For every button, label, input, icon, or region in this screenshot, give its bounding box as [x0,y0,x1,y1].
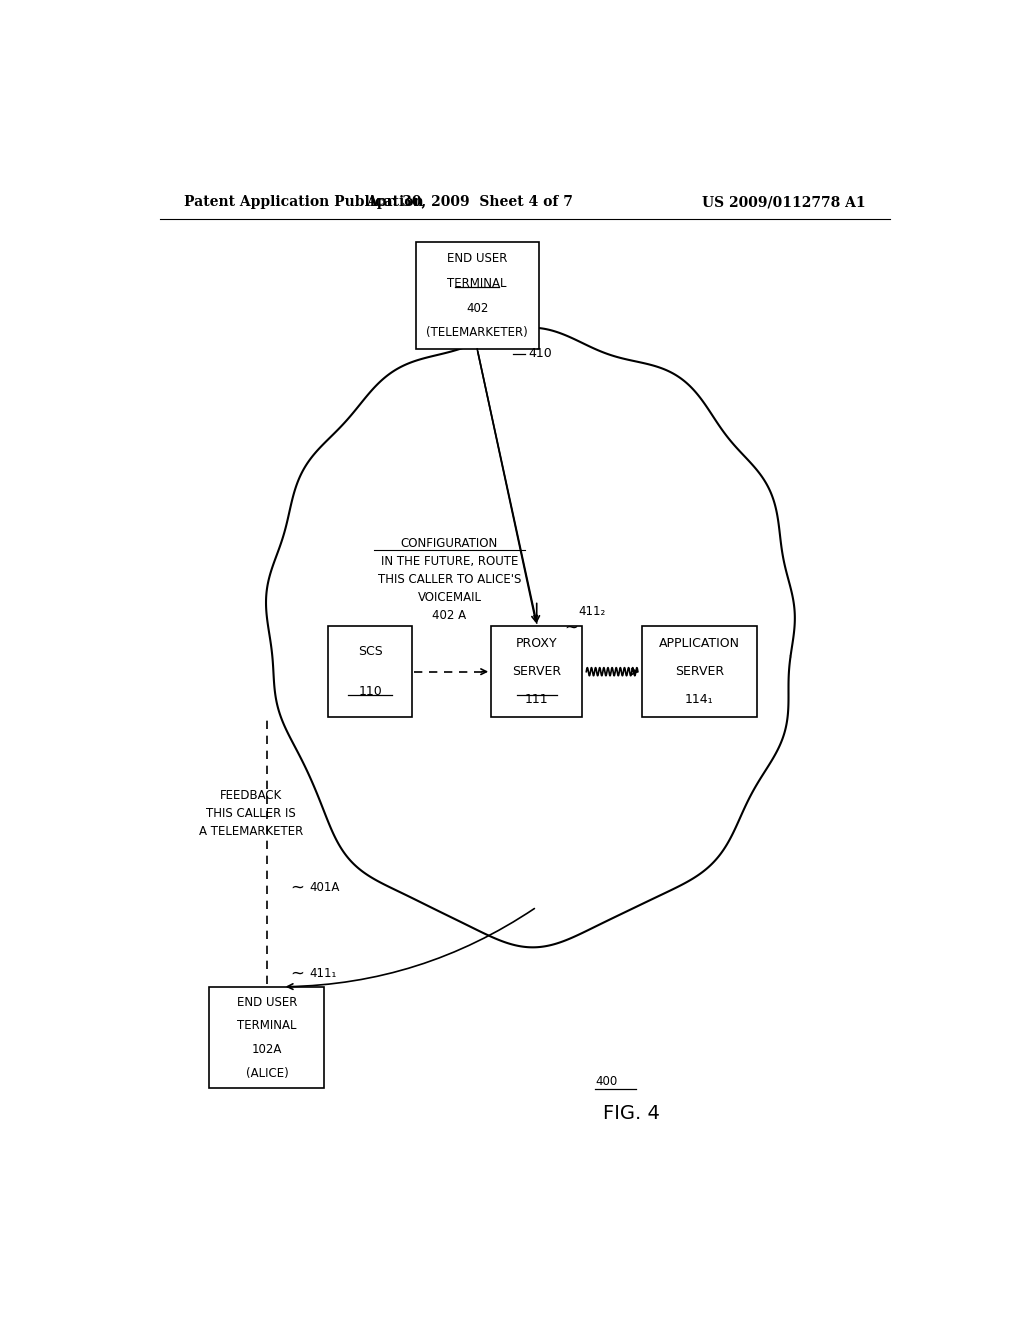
Bar [209,987,325,1089]
Text: IN THE FUTURE, ROUTE
THIS CALLER TO ALICE'S
VOICEMAIL
402 A: IN THE FUTURE, ROUTE THIS CALLER TO ALIC… [378,554,521,622]
Text: END USER: END USER [237,995,297,1008]
Text: 110: 110 [358,685,382,698]
Bar [642,626,757,718]
Text: (TELEMARKETER): (TELEMARKETER) [426,326,528,339]
Text: APPLICATION: APPLICATION [658,638,740,651]
Text: ~: ~ [564,619,578,638]
Text: SERVER: SERVER [675,665,724,678]
Text: 111: 111 [525,693,549,706]
Text: TERMINAL: TERMINAL [447,277,507,289]
Text: TERMINAL: TERMINAL [238,1019,297,1032]
Text: US 2009/0112778 A1: US 2009/0112778 A1 [702,195,866,209]
Bar [416,243,539,348]
Text: Apr. 30, 2009  Sheet 4 of 7: Apr. 30, 2009 Sheet 4 of 7 [366,195,572,209]
Text: ~: ~ [290,878,304,896]
Text: 411₂: 411₂ [579,605,606,618]
Text: PROXY: PROXY [516,638,557,651]
Text: (ALICE): (ALICE) [246,1067,288,1080]
Text: SERVER: SERVER [512,665,561,678]
Text: CONFIGURATION: CONFIGURATION [400,537,498,549]
Text: END USER: END USER [447,252,507,265]
Text: ~: ~ [290,965,304,982]
Polygon shape [266,327,795,948]
Text: 411₁: 411₁ [309,968,336,979]
Text: FEEDBACK
THIS CALLER IS
A TELEMARKETER: FEEDBACK THIS CALLER IS A TELEMARKETER [199,789,303,838]
Bar [492,626,583,718]
Text: Patent Application Publication: Patent Application Publication [183,195,423,209]
Text: 410: 410 [528,347,553,360]
Text: 102A: 102A [252,1043,282,1056]
Text: SCS: SCS [357,645,382,659]
Bar [329,626,412,718]
Text: 114₁: 114₁ [685,693,714,706]
Text: FIG. 4: FIG. 4 [603,1105,660,1123]
Text: 401A: 401A [309,880,339,894]
Text: 400: 400 [595,1076,617,1089]
Text: 402: 402 [466,301,488,314]
